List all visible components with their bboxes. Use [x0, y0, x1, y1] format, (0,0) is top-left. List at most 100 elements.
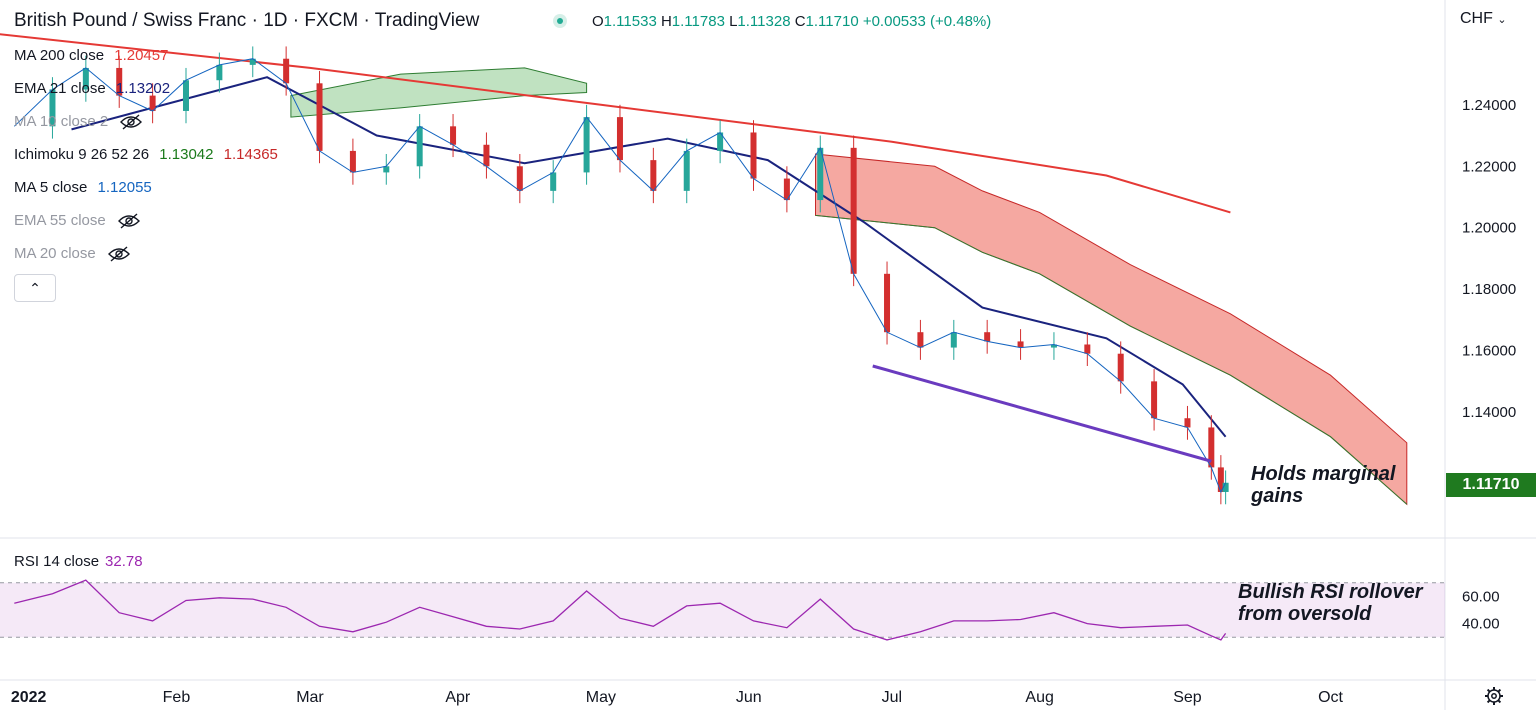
candle-body	[216, 64, 223, 81]
symbol-title: British Pound / Swiss Franc · 1D · FXCM …	[14, 10, 480, 31]
currency-selector[interactable]: CHF ⌄	[1460, 10, 1507, 28]
candle-body	[783, 178, 790, 201]
gear-icon[interactable]	[1484, 686, 1504, 706]
legend-ichimoku-label: Ichimoku 9 26 52 26	[14, 146, 150, 163]
legend-hidden-row[interactable]: MA 10 close 2	[14, 113, 143, 130]
candle-body	[1208, 427, 1215, 468]
candle-body	[383, 166, 390, 173]
candle-body	[817, 147, 824, 201]
candle-body	[850, 147, 857, 274]
price-annotation: Holds marginal gains	[1251, 463, 1395, 507]
legend-ichimoku[interactable]: Ichimoku 9 26 52 26 1.13042 1.14365	[14, 146, 278, 163]
rsi-annotation-line2: from oversold	[1238, 603, 1372, 625]
ichimoku-span-b	[815, 214, 1408, 505]
open-value: 1.11533	[603, 13, 657, 30]
time-tick-label: Sep	[1173, 689, 1202, 706]
price-tick-label: 1.20000	[1462, 220, 1516, 237]
candle-body	[316, 83, 323, 151]
close-value: 1.11710	[805, 13, 859, 30]
price-tick-label: 1.22000	[1462, 158, 1516, 175]
close-label: C	[794, 13, 806, 30]
price-tick-label: 1.18000	[1462, 281, 1516, 298]
candle-body	[1151, 381, 1158, 419]
candle-body	[483, 144, 490, 167]
candle-body	[149, 95, 156, 111]
price-tick-label: 1.16000	[1462, 343, 1516, 360]
ema21-line	[71, 76, 1227, 438]
time-tick-label: Mar	[296, 689, 324, 706]
eye-crossed-icon[interactable]	[107, 246, 130, 262]
time-tick-label: Jun	[736, 689, 762, 706]
last-price-tag: 1.11710	[1446, 473, 1536, 497]
legend-ichimoku-value2: 1.14365	[223, 146, 278, 163]
legend-ma200[interactable]: MA 200 close 1.20457	[14, 47, 168, 64]
ichimoku-bull-cloud	[290, 67, 588, 118]
rsi-annotation-line1: Bullish RSI rollover	[1238, 581, 1423, 603]
currency-label: CHF	[1460, 10, 1493, 27]
low-value: 1.11328	[737, 13, 791, 30]
ma5-line	[13, 58, 1227, 494]
legend-ema55[interactable]: EMA 55 close	[14, 212, 140, 229]
price-tick-label: 1.14000	[1462, 404, 1516, 421]
legend-hidden-label: MA 10 close 2	[14, 113, 109, 130]
legend-ma5-value: 1.12055	[97, 179, 152, 196]
rsi-annotation: Bullish RSI rollover from oversold	[1238, 581, 1422, 625]
candle-body	[917, 332, 924, 348]
ohlc-readout: O1.11533 H1.11783 L1.11328 C1.11710 +0.0…	[592, 13, 991, 30]
rsi-band	[0, 582, 1445, 638]
candle-body	[683, 150, 690, 191]
candle-body	[550, 172, 557, 191]
candle-body	[650, 160, 657, 191]
time-tick-label: Aug	[1025, 689, 1053, 706]
legend-ma20-label: MA 20 close	[14, 245, 96, 262]
open-label: O	[592, 13, 604, 30]
rsi-legend-label: RSI 14 close	[14, 553, 100, 570]
candle-body	[583, 117, 590, 173]
rsi-tick-label: 60.00	[1462, 588, 1500, 605]
high-label: H	[660, 13, 672, 30]
candle-body	[984, 332, 991, 342]
chevron-down-icon: ⌄	[1497, 14, 1507, 26]
rsi-legend[interactable]: RSI 14 close 32.78	[14, 553, 143, 570]
candle-body	[49, 89, 56, 127]
legend-ma5[interactable]: MA 5 close 1.12055	[14, 179, 152, 196]
candle-body	[182, 80, 189, 111]
support-trendline	[872, 364, 1212, 463]
candle-body	[249, 58, 256, 65]
candle-body	[1084, 344, 1091, 354]
low-label: L	[729, 13, 738, 30]
ma200-line	[0, 33, 1231, 214]
eye-crossed-icon[interactable]	[117, 213, 140, 229]
time-tick-label: Apr	[445, 689, 471, 706]
legend-ema21-value: 1.13202	[115, 80, 171, 97]
candle-body	[450, 126, 457, 145]
legend-ma5-label: MA 5 close	[14, 179, 88, 196]
chevron-up-icon: ⌃	[29, 280, 41, 296]
candle-body	[116, 67, 123, 96]
time-tick-label: Feb	[163, 689, 191, 706]
price-annotation-line2: gains	[1251, 485, 1304, 507]
rsi-legend-value: 32.78	[105, 553, 143, 570]
candle-body	[516, 166, 523, 191]
market-status-icon	[553, 14, 567, 28]
ichimoku-cloud	[815, 153, 1408, 506]
time-tick-label: Jul	[882, 689, 902, 706]
candle-body	[283, 58, 290, 84]
collapse-legend-button[interactable]: ⌃	[14, 274, 56, 302]
candle-body	[950, 332, 957, 348]
candle-body	[349, 150, 356, 173]
time-tick-label: Oct	[1318, 689, 1343, 706]
candle-body	[616, 117, 623, 161]
candle-body	[1017, 341, 1024, 348]
legend-ichimoku-value1: 1.13042	[159, 146, 214, 163]
candle-body	[717, 132, 724, 151]
high-value: 1.11783	[671, 13, 725, 30]
candle-body	[82, 67, 89, 90]
legend-ma20[interactable]: MA 20 close	[14, 245, 130, 262]
price-tick-label: 1.24000	[1462, 97, 1516, 114]
eye-crossed-icon[interactable]	[120, 114, 143, 130]
legend-ema21[interactable]: EMA 21 close 1.13202	[14, 80, 170, 97]
candle-body	[1050, 344, 1057, 348]
price-annotation-line1: Holds marginal	[1251, 463, 1396, 485]
